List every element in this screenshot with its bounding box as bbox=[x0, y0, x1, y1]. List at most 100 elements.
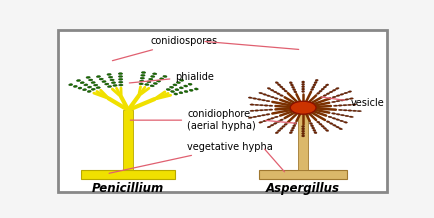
Ellipse shape bbox=[261, 114, 266, 116]
Ellipse shape bbox=[319, 90, 322, 92]
Ellipse shape bbox=[176, 82, 181, 83]
Ellipse shape bbox=[314, 132, 317, 134]
Ellipse shape bbox=[270, 118, 274, 119]
Ellipse shape bbox=[312, 86, 315, 88]
Ellipse shape bbox=[253, 116, 257, 118]
Ellipse shape bbox=[257, 99, 261, 100]
Ellipse shape bbox=[105, 83, 109, 85]
FancyBboxPatch shape bbox=[260, 170, 347, 179]
Ellipse shape bbox=[148, 78, 153, 80]
Ellipse shape bbox=[310, 125, 314, 127]
Ellipse shape bbox=[290, 129, 293, 131]
Ellipse shape bbox=[339, 109, 343, 111]
Ellipse shape bbox=[259, 92, 263, 94]
Ellipse shape bbox=[108, 76, 113, 78]
Ellipse shape bbox=[153, 83, 158, 85]
Ellipse shape bbox=[321, 88, 324, 90]
Ellipse shape bbox=[294, 91, 297, 93]
Ellipse shape bbox=[332, 113, 336, 114]
Ellipse shape bbox=[99, 78, 103, 80]
Ellipse shape bbox=[319, 123, 322, 125]
Circle shape bbox=[290, 101, 316, 114]
Text: vegetative hypha: vegetative hypha bbox=[109, 142, 273, 173]
Ellipse shape bbox=[166, 89, 170, 90]
Ellipse shape bbox=[96, 87, 100, 89]
Ellipse shape bbox=[302, 125, 305, 128]
Ellipse shape bbox=[349, 98, 353, 99]
Ellipse shape bbox=[89, 79, 93, 81]
Ellipse shape bbox=[151, 76, 155, 77]
Text: conidiospores: conidiospores bbox=[112, 36, 217, 61]
Ellipse shape bbox=[140, 80, 144, 82]
FancyBboxPatch shape bbox=[123, 110, 133, 170]
Ellipse shape bbox=[323, 127, 326, 129]
Ellipse shape bbox=[267, 87, 271, 89]
Ellipse shape bbox=[270, 124, 274, 126]
Ellipse shape bbox=[302, 86, 305, 88]
Ellipse shape bbox=[302, 88, 305, 90]
Ellipse shape bbox=[340, 94, 344, 95]
Ellipse shape bbox=[270, 96, 274, 98]
Ellipse shape bbox=[255, 110, 259, 111]
Ellipse shape bbox=[284, 123, 287, 125]
Ellipse shape bbox=[335, 87, 339, 89]
Ellipse shape bbox=[80, 82, 84, 84]
Text: conidiophore
(aerial hypha): conidiophore (aerial hypha) bbox=[130, 109, 256, 131]
Ellipse shape bbox=[302, 128, 305, 130]
Ellipse shape bbox=[302, 90, 305, 92]
Ellipse shape bbox=[171, 90, 174, 93]
Ellipse shape bbox=[250, 110, 254, 112]
Ellipse shape bbox=[118, 81, 123, 83]
Ellipse shape bbox=[257, 115, 261, 117]
Ellipse shape bbox=[312, 127, 315, 129]
Ellipse shape bbox=[110, 79, 114, 81]
Ellipse shape bbox=[141, 74, 145, 76]
Ellipse shape bbox=[102, 81, 106, 83]
Ellipse shape bbox=[282, 88, 285, 90]
Ellipse shape bbox=[329, 123, 333, 124]
Ellipse shape bbox=[340, 114, 345, 116]
Ellipse shape bbox=[73, 85, 77, 87]
Ellipse shape bbox=[113, 85, 117, 86]
Ellipse shape bbox=[348, 110, 352, 111]
Ellipse shape bbox=[173, 84, 177, 86]
Ellipse shape bbox=[332, 101, 336, 103]
Ellipse shape bbox=[315, 79, 318, 81]
Ellipse shape bbox=[323, 86, 326, 88]
Ellipse shape bbox=[160, 78, 164, 80]
Ellipse shape bbox=[323, 95, 327, 97]
Ellipse shape bbox=[269, 109, 273, 111]
Ellipse shape bbox=[313, 129, 316, 131]
Ellipse shape bbox=[175, 89, 179, 91]
Ellipse shape bbox=[282, 125, 285, 128]
Ellipse shape bbox=[343, 104, 347, 106]
Ellipse shape bbox=[292, 127, 295, 129]
Ellipse shape bbox=[266, 114, 270, 115]
Ellipse shape bbox=[153, 73, 157, 75]
Ellipse shape bbox=[284, 90, 287, 92]
Ellipse shape bbox=[293, 125, 296, 127]
Ellipse shape bbox=[259, 104, 263, 106]
Ellipse shape bbox=[156, 80, 161, 82]
Ellipse shape bbox=[263, 94, 266, 95]
Ellipse shape bbox=[112, 82, 116, 84]
Ellipse shape bbox=[336, 100, 340, 102]
Ellipse shape bbox=[266, 95, 270, 97]
Ellipse shape bbox=[274, 98, 278, 99]
Ellipse shape bbox=[78, 87, 82, 89]
Ellipse shape bbox=[273, 123, 277, 124]
Ellipse shape bbox=[332, 118, 336, 119]
Ellipse shape bbox=[145, 83, 149, 85]
Ellipse shape bbox=[179, 87, 183, 89]
Ellipse shape bbox=[86, 77, 90, 78]
Ellipse shape bbox=[326, 129, 329, 131]
Ellipse shape bbox=[107, 73, 111, 75]
Ellipse shape bbox=[345, 115, 349, 117]
Ellipse shape bbox=[328, 116, 332, 118]
Ellipse shape bbox=[147, 81, 151, 83]
Ellipse shape bbox=[273, 91, 277, 93]
Ellipse shape bbox=[292, 86, 295, 89]
Ellipse shape bbox=[302, 133, 305, 135]
Text: Aspergillus: Aspergillus bbox=[266, 182, 340, 195]
Ellipse shape bbox=[279, 119, 283, 121]
